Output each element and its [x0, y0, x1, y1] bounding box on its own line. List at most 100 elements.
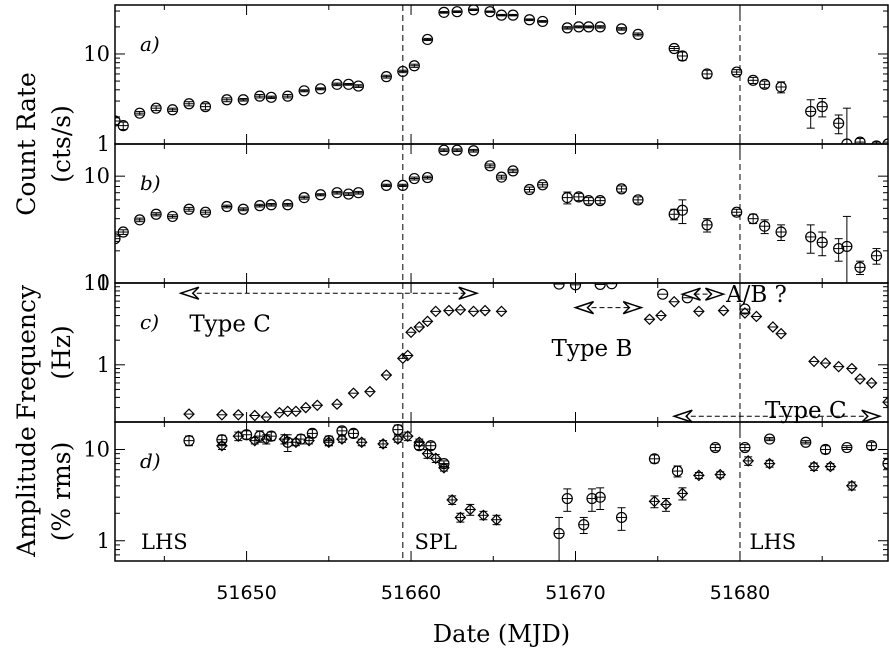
annotation-label: Type C [765, 398, 847, 424]
data-point-diamond [808, 460, 820, 473]
annotation-label: Type C [189, 311, 271, 337]
data-point-diamond [401, 349, 414, 362]
arrow-head [178, 286, 200, 300]
data-point-diamond [364, 385, 376, 398]
data-point-diamond [405, 326, 417, 339]
data-point-diamond [824, 460, 837, 473]
data-point-diamond [260, 433, 273, 445]
series-group-a [115, 5, 888, 144]
data-point-diamond [717, 304, 730, 317]
data-point-diamond [832, 360, 845, 373]
series-group-d [183, 424, 888, 561]
data-point-diamond [845, 362, 858, 375]
data-point-diamond [648, 495, 661, 508]
arrow-head [705, 287, 726, 301]
y-tick-label: 1 [97, 529, 110, 553]
data-point [841, 138, 853, 144]
y-axis-unit: (% rms) [47, 442, 76, 542]
y-tick-label: 10 [83, 271, 110, 295]
data-point-diamond [693, 469, 705, 482]
panel-letter-c: c) [140, 310, 159, 334]
data-point-diamond [854, 373, 866, 385]
data-point-diamond [429, 452, 442, 465]
data-point-diamond [355, 436, 368, 449]
y-axis-label: Amplitude [12, 426, 41, 558]
data-point-diamond [322, 436, 335, 449]
data-point-diamond [421, 447, 434, 460]
data-point-diamond [232, 408, 245, 421]
panel-frame-b [114, 143, 889, 284]
data-point-diamond [714, 468, 727, 481]
data-point-diamond [248, 434, 261, 447]
panel-frame-d [114, 421, 889, 562]
data-point-diamond [479, 304, 491, 317]
y-tick-label: 1 [97, 353, 110, 377]
data-point-diamond [331, 398, 343, 411]
x-tick-label: 51670 [545, 582, 605, 604]
data-point-diamond [808, 355, 820, 368]
annotation-label: A/B ? [725, 282, 787, 308]
y-axis-label: Frequency [12, 284, 41, 420]
data-point-diamond [392, 433, 404, 445]
data-point-diamond [401, 430, 414, 442]
data-point-diamond [303, 434, 315, 447]
data-point-diamond [763, 457, 776, 470]
data-point-diamond [290, 405, 302, 418]
series-group-b [115, 144, 883, 283]
data-point-diamond [347, 387, 360, 400]
arrow-head [671, 409, 693, 423]
data-point-diamond [775, 327, 787, 340]
data-point-diamond [882, 396, 888, 408]
arrow-head [861, 409, 883, 423]
arrow-head [573, 300, 595, 315]
data-point-diamond [655, 309, 667, 322]
y-tick-label: 10 [83, 437, 110, 461]
state-label: SPL [414, 530, 457, 554]
data-point-diamond [446, 494, 459, 506]
data-point-diamond [660, 498, 672, 511]
state-label: LHS [750, 530, 797, 554]
arrow-head [622, 300, 644, 315]
data-point-diamond [290, 436, 302, 449]
arrow-head [458, 286, 480, 300]
data-point-diamond [429, 305, 442, 318]
y-tick-label: 1 [97, 132, 110, 156]
panel-letter-d: d) [140, 449, 161, 473]
data-point-diamond [281, 405, 294, 418]
data-point-diamond [767, 321, 779, 333]
data-point-diamond [454, 511, 467, 524]
data-point-diamond [311, 399, 324, 412]
data-point-diamond [413, 436, 426, 449]
data-point-diamond [865, 377, 878, 389]
data-point-diamond [819, 357, 832, 369]
y-tick-label: 10 [83, 42, 110, 66]
data-point-diamond [454, 303, 467, 316]
x-tick-label: 51680 [710, 582, 770, 604]
data-point-diamond [643, 313, 656, 326]
state-label: LHS [141, 530, 188, 554]
x-tick-label: 51650 [216, 582, 276, 604]
data-point-diamond [693, 305, 705, 318]
panel-letter-b: b) [140, 171, 161, 195]
y-tick-label: 10 [83, 164, 110, 188]
data-point-diamond [845, 479, 858, 492]
data-point-diamond [668, 295, 681, 308]
data-point-diamond [216, 408, 228, 421]
panel-frame-a [114, 4, 889, 145]
panel-letter-a: a) [140, 32, 160, 56]
data-point-diamond [216, 439, 228, 452]
x-axis-label: Date (MJD) [433, 620, 570, 647]
data-point-diamond [336, 433, 348, 445]
y-axis-label: Count Rate [12, 72, 41, 216]
data-point-diamond [413, 321, 426, 333]
data-point-diamond [232, 430, 245, 442]
data-point-diamond [495, 305, 508, 318]
data-point-diamond [396, 352, 409, 365]
data-point [871, 140, 882, 144]
x-tick-label: 51660 [381, 582, 441, 604]
data-point-diamond [676, 487, 689, 500]
data-point-diamond [467, 305, 480, 318]
y-axis-unit: (cts/s) [47, 105, 76, 183]
arrow-head [680, 287, 701, 301]
